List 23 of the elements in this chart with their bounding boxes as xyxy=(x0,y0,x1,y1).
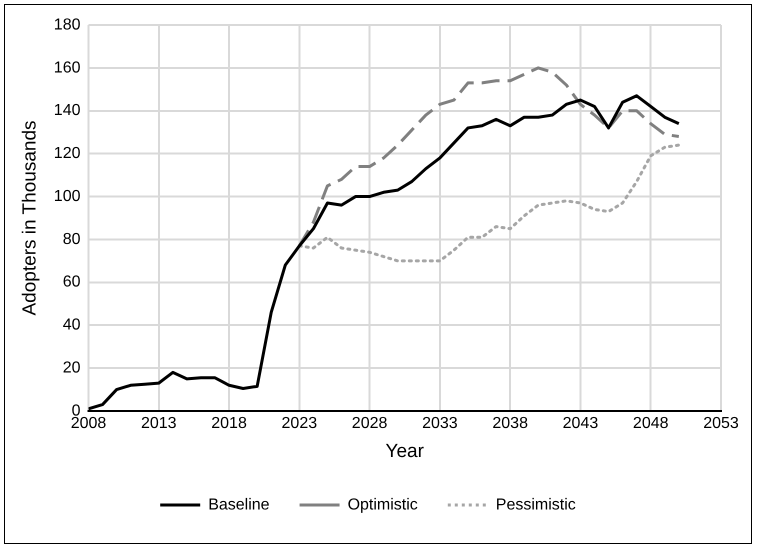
x-tick-label: 2023 xyxy=(282,415,318,432)
y-axis-title: Adopters in Thousands xyxy=(20,120,41,316)
x-axis-title: Year xyxy=(386,440,425,462)
y-tick-label: 160 xyxy=(54,59,81,76)
x-tick-label: 2013 xyxy=(140,415,177,432)
y-tick-label: 140 xyxy=(54,102,81,120)
y-tick-label: 100 xyxy=(54,188,81,205)
x-tick-label: 2053 xyxy=(703,415,739,432)
legend-label: Pessimistic xyxy=(496,496,576,514)
y-tick-label: 180 xyxy=(54,16,81,34)
x-tick-label: 2043 xyxy=(562,415,598,432)
y-tick-label: 120 xyxy=(54,145,81,162)
legend-label: Optimistic xyxy=(348,496,418,514)
y-tick-label: 20 xyxy=(62,360,81,377)
y-tick-label: 60 xyxy=(62,274,81,291)
x-tick-label: 2028 xyxy=(352,415,388,432)
legend-label: Baseline xyxy=(208,496,270,514)
x-tick-label: 2018 xyxy=(211,415,247,432)
x-tick-label: 2038 xyxy=(492,415,528,432)
x-tick-label: 2048 xyxy=(632,415,669,432)
x-tick-label: 2033 xyxy=(422,415,458,432)
y-tick-label: 40 xyxy=(62,316,81,334)
y-tick-label: 80 xyxy=(62,230,81,248)
